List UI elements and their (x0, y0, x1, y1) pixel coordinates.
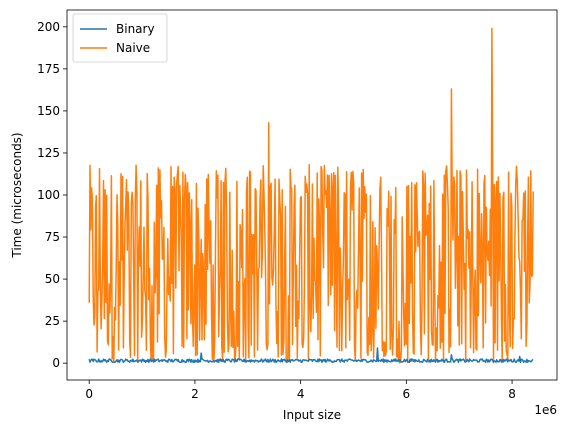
y-tick-label: 200 (37, 20, 60, 34)
y-tick-label: 100 (37, 188, 60, 202)
legend-label-binary: Binary (116, 22, 155, 36)
legend-box (72, 13, 168, 63)
x-axis-label: Input size (283, 408, 341, 422)
series-binary (88, 347, 534, 364)
x-tick-label: 0 (85, 387, 93, 401)
x-tick-label: 8 (508, 387, 516, 401)
plot-frame (66, 9, 558, 381)
y-tick-label: 150 (37, 104, 60, 118)
y-tick-label: 75 (45, 230, 60, 244)
x-tick-label: 4 (297, 387, 305, 401)
x-offset-label: 1e6 (534, 403, 557, 417)
series-naive (88, 27, 534, 364)
legend: Binary Naive (72, 13, 168, 63)
y-ticks: 0 25 50 75 100 125 150 175 200 (37, 20, 67, 370)
series-naive-line (88, 27, 534, 364)
y-tick-label: 125 (37, 146, 60, 160)
y-tick-label: 175 (37, 62, 60, 76)
y-tick-label: 50 (45, 272, 60, 286)
y-tick-label: 25 (45, 314, 60, 328)
y-axis-label: Time (microseconds) (10, 132, 24, 258)
x-ticks: 0 2 4 6 8 (85, 380, 516, 401)
legend-label-naive: Naive (116, 41, 150, 55)
series-binary-line (88, 347, 534, 364)
y-tick-label: 0 (52, 356, 60, 370)
x-tick-label: 2 (191, 387, 199, 401)
x-tick-label: 6 (403, 387, 411, 401)
